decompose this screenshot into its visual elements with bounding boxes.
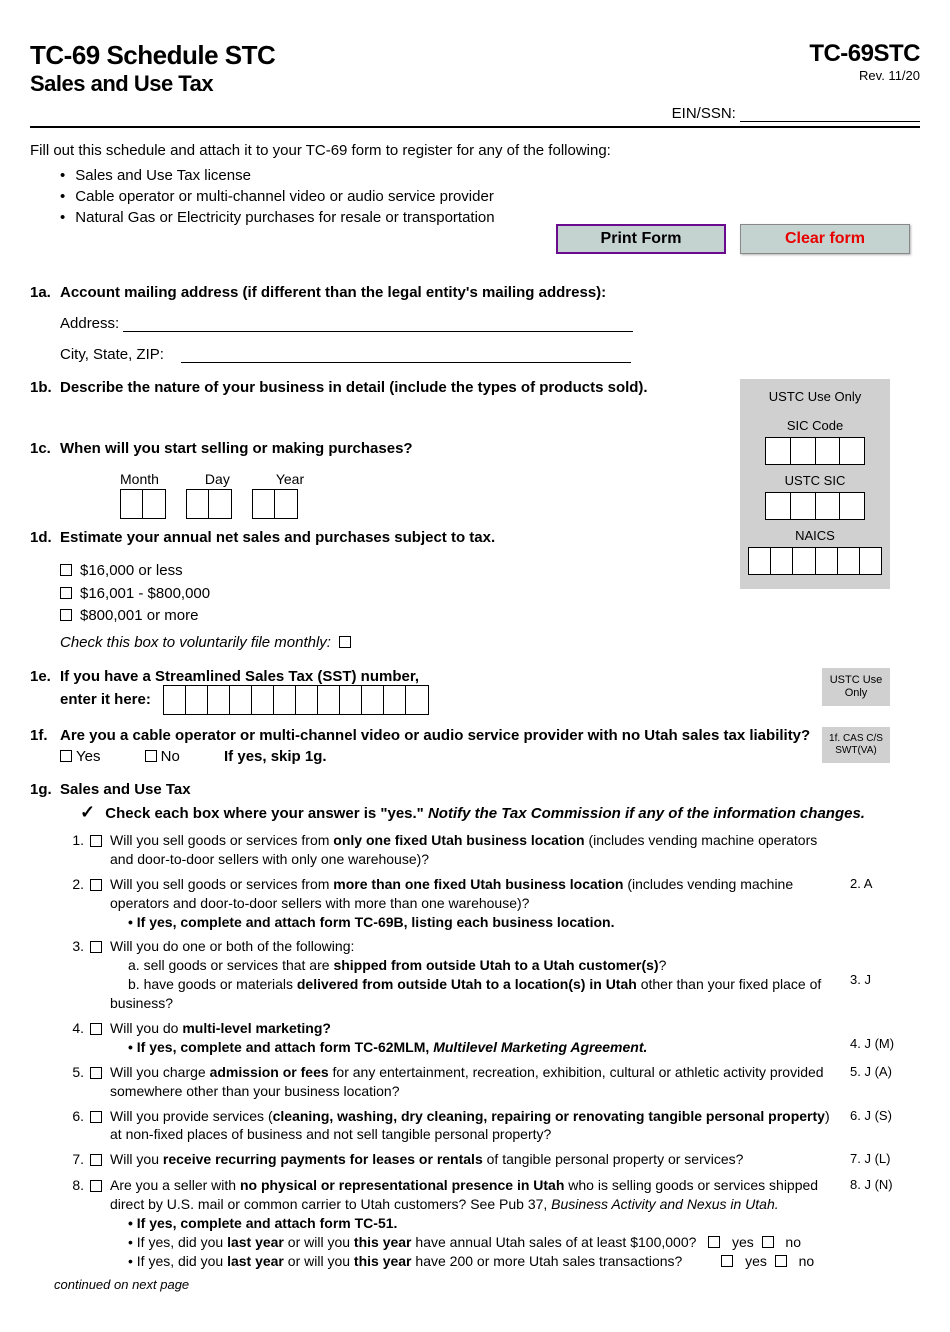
q3-num: 3.: [64, 937, 84, 1013]
section-1e-title: If you have a Streamlined Sales Tax (SST…: [60, 668, 419, 685]
section-1g-title: Sales and Use Tax: [60, 781, 191, 798]
ustc-title: USTC Use Only: [748, 389, 882, 404]
q4-code: 4. J (M): [850, 1035, 920, 1053]
checkbox-16001-800000[interactable]: [60, 587, 72, 599]
label-1f-yes: Yes: [76, 748, 100, 765]
section-1a-title: Account mailing address (if different th…: [60, 284, 920, 301]
q6-code: 6. J (S): [850, 1107, 920, 1125]
q3-code: 3. J: [850, 971, 920, 989]
q8-text: Are you a seller with no physical or rep…: [110, 1176, 920, 1270]
opt-16000-less: $16,000 or less: [80, 562, 183, 579]
q5-num: 5.: [64, 1063, 84, 1101]
bullet-1: Sales and Use Tax license: [60, 165, 920, 186]
sic-label: SIC Code: [748, 418, 882, 433]
q7-text: Will you receive recurring payments for …: [110, 1150, 920, 1170]
month-label: Month: [120, 471, 159, 487]
bullet-2: Cable operator or multi-channel video or…: [60, 186, 920, 207]
check-instruction-b: Notify the Tax Commission if any of the …: [428, 805, 865, 822]
ustc-sic-label: USTC SIC: [748, 473, 882, 488]
checkbox-q8-200-no[interactable]: [775, 1255, 787, 1267]
monthly-label: Check this box to voluntarily file month…: [60, 634, 331, 651]
city-input-line[interactable]: [181, 362, 631, 363]
clear-form-button[interactable]: Clear form: [740, 224, 910, 254]
checkbox-1f-no[interactable]: [145, 750, 157, 762]
section-1e-sub: enter it here:: [60, 691, 151, 708]
form-title: TC-69 Schedule STC: [30, 40, 275, 71]
checkbox-q8-100k-no[interactable]: [762, 1236, 774, 1248]
day-input[interactable]: [186, 489, 232, 519]
year-input[interactable]: [252, 489, 298, 519]
sst-input[interactable]: [163, 685, 429, 715]
month-input[interactable]: [120, 489, 166, 519]
city-label: City, State, ZIP:: [60, 346, 164, 363]
intro-bullets: Sales and Use Tax license Cable operator…: [30, 165, 920, 228]
q5-text: Will you charge admission or fees for an…: [110, 1063, 920, 1101]
q6-num: 6.: [64, 1107, 84, 1145]
checkbox-1f-yes[interactable]: [60, 750, 72, 762]
section-1e-num: 1e.: [30, 668, 60, 715]
opt-16001-800000: $16,001 - $800,000: [80, 585, 210, 602]
checkbox-16000-less[interactable]: [60, 564, 72, 576]
q6-text: Will you provide services (cleaning, was…: [110, 1107, 920, 1145]
ustc-use-only-1e: USTC Use Only: [822, 668, 890, 706]
naics-label: NAICS: [748, 528, 882, 543]
intro-text: Fill out this schedule and attach it to …: [30, 142, 920, 159]
ein-input-line[interactable]: [740, 121, 920, 122]
print-form-button[interactable]: Print Form: [556, 224, 726, 254]
form-code: TC-69STC: [809, 40, 920, 68]
check-instruction-a: Check each box where your answer is "yes…: [105, 805, 428, 822]
q7-code: 7. J (L): [850, 1150, 920, 1168]
q7-num: 7.: [64, 1150, 84, 1170]
section-1f-title: Are you a cable operator or multi-channe…: [60, 727, 810, 744]
checkbox-q4[interactable]: [90, 1023, 102, 1035]
q2-code: 2. A: [850, 875, 920, 893]
checkbox-q7[interactable]: [90, 1154, 102, 1166]
ustc-use-box: USTC Use Only SIC Code USTC SIC NAICS: [740, 379, 890, 589]
checkbox-q6[interactable]: [90, 1111, 102, 1123]
address-input-line[interactable]: [123, 331, 633, 332]
q1-text: Will you sell goods or services from onl…: [110, 831, 920, 869]
checkmark-icon: ✓: [80, 802, 95, 822]
section-1g-num: 1g.: [30, 781, 60, 798]
checkbox-q1[interactable]: [90, 835, 102, 847]
q3-text: Will you do one or both of the following…: [110, 937, 920, 1013]
section-1c-num: 1c.: [30, 440, 60, 457]
checkbox-q8[interactable]: [90, 1180, 102, 1192]
code-1f: 1f. CAS C/S SWT(VA): [822, 727, 890, 763]
opt-800001-more: $800,001 or more: [80, 607, 198, 624]
q2-text: Will you sell goods or services from mor…: [110, 875, 920, 932]
day-label: Day: [205, 471, 230, 487]
checkbox-q3[interactable]: [90, 941, 102, 953]
q8-num: 8.: [64, 1176, 84, 1270]
q8-code: 8. J (N): [850, 1176, 920, 1194]
year-label: Year: [276, 471, 304, 487]
continued-text: continued on next page: [54, 1277, 920, 1292]
checkbox-q8-100k-yes[interactable]: [708, 1236, 720, 1248]
label-1f-no: No: [161, 748, 180, 765]
q2-num: 2.: [64, 875, 84, 932]
checkbox-monthly[interactable]: [339, 636, 351, 648]
checkbox-800001-more[interactable]: [60, 609, 72, 621]
checkbox-q8-200-yes[interactable]: [721, 1255, 733, 1267]
checkbox-q2[interactable]: [90, 879, 102, 891]
skip-1g: If yes, skip 1g.: [224, 748, 327, 765]
q4-text: Will you do multi-level marketing? • If …: [110, 1019, 920, 1057]
ein-label: EIN/SSN:: [672, 105, 736, 122]
address-label: Address:: [60, 315, 119, 332]
q5-code: 5. J (A): [850, 1063, 920, 1081]
section-1d-num: 1d.: [30, 529, 60, 546]
sic-boxes[interactable]: [765, 437, 865, 465]
section-1b-num: 1b.: [30, 379, 60, 396]
form-revision: Rev. 11/20: [809, 68, 920, 83]
q1-num: 1.: [64, 831, 84, 869]
header-divider: [30, 126, 920, 128]
section-1a-num: 1a.: [30, 284, 60, 301]
q4-num: 4.: [64, 1019, 84, 1057]
ustc-sic-boxes[interactable]: [765, 492, 865, 520]
form-subtitle: Sales and Use Tax: [30, 71, 275, 97]
naics-boxes[interactable]: [748, 547, 882, 575]
checkbox-q5[interactable]: [90, 1067, 102, 1079]
section-1f-num: 1f.: [30, 727, 60, 744]
